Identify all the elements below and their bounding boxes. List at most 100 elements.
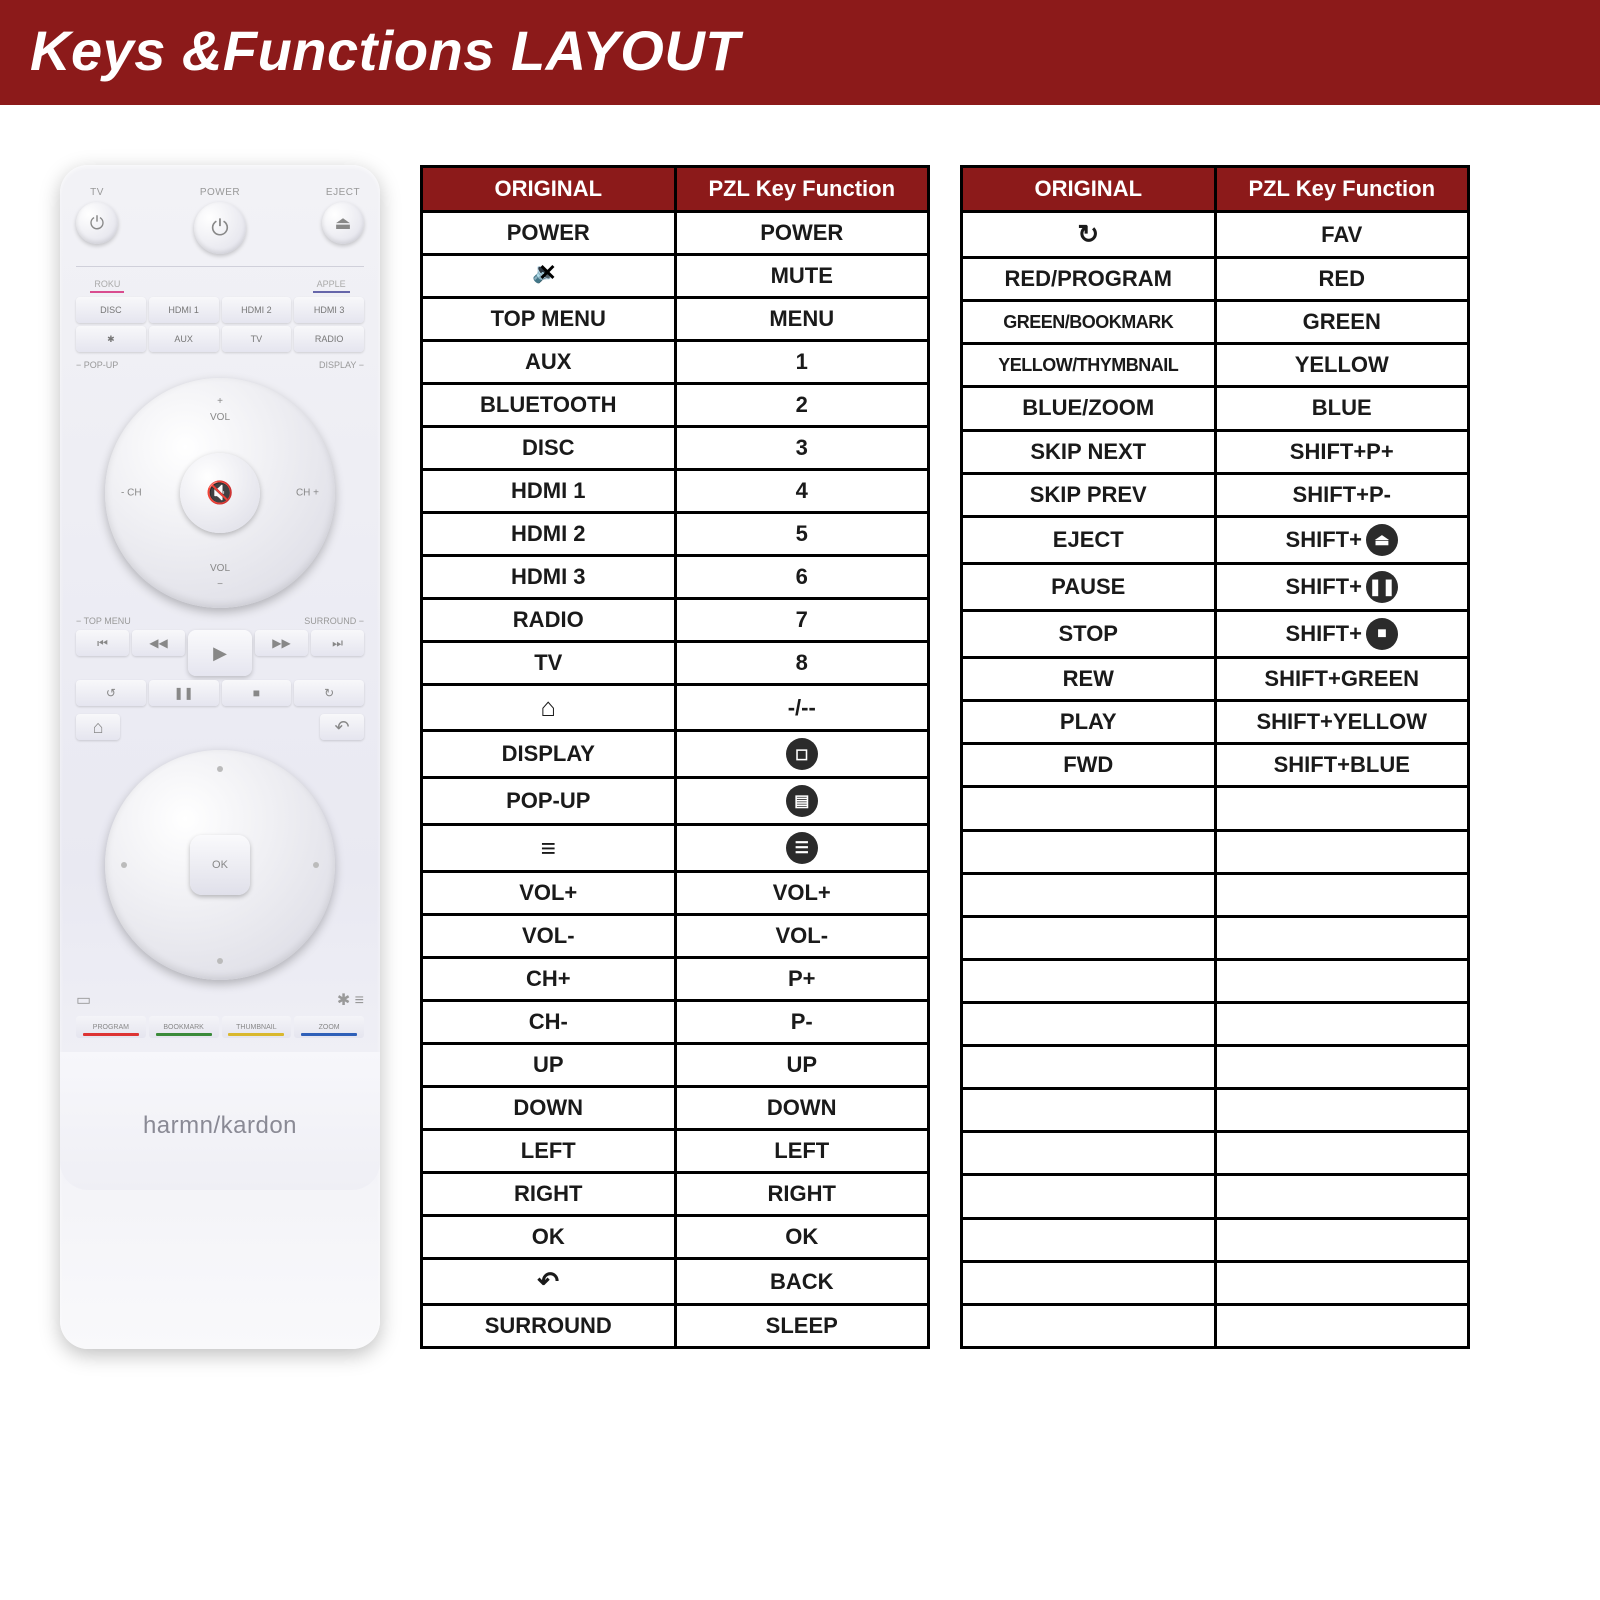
eject-button[interactable]: ⏏ [322, 202, 364, 244]
cell-original [962, 873, 1216, 916]
loop-button[interactable]: ↻ [294, 680, 364, 706]
cell-original [962, 1046, 1216, 1089]
cell-pzl [1215, 873, 1469, 916]
edge-labels: − POP-UP DISPLAY − [76, 360, 364, 370]
next-button[interactable]: ⏭ [311, 630, 364, 656]
cell-original: GREEN/BOOKMARK [962, 301, 1216, 344]
table-row: ⌂-/-- [422, 685, 929, 731]
cell-original: OK [422, 1216, 676, 1259]
cell-original: BLUE/ZOOM [962, 387, 1216, 430]
yellow-button[interactable]: THUMBNAIL [222, 1016, 292, 1038]
table-row: YELLOW/THYMBNAILYELLOW [962, 344, 1469, 387]
table-row: CH+P+ [422, 958, 929, 1001]
source-button[interactable]: DISC [76, 297, 146, 323]
home-button[interactable]: ⌂ [76, 714, 120, 740]
table-row: DISC3 [422, 427, 929, 470]
cell-pzl [1215, 1002, 1469, 1045]
red-button[interactable]: PROGRAM [76, 1016, 146, 1038]
page-title: Keys &Functions LAYOUT [30, 18, 1570, 83]
volume-dial[interactable]: 🔇 + VOL VOL − - CH CH + [105, 378, 335, 608]
table-row: CH-P- [422, 1001, 929, 1044]
cell-original [962, 1175, 1216, 1218]
cell-original: HDMI 1 [422, 470, 676, 513]
cell-original [962, 1304, 1216, 1347]
mute-button[interactable]: 🔇 [180, 453, 260, 533]
table-row: PAUSE SHIFT+ ❚❚ [962, 563, 1469, 610]
cell-pzl: 7 [675, 599, 929, 642]
table-row: GREEN/BOOKMARKGREEN [962, 301, 1469, 344]
source-button[interactable]: ✱ [76, 326, 146, 352]
source-tabs: ROKU APPLE [90, 279, 349, 293]
cell-pzl [1215, 1046, 1469, 1089]
cell-pzl: 5 [675, 513, 929, 556]
cell-pzl [1215, 959, 1469, 1002]
source-button[interactable]: HDMI 3 [294, 297, 364, 323]
cell-original: STOP [962, 610, 1216, 657]
transport-row-2: ↺ ❚❚ ■ ↻ [76, 680, 364, 706]
cell-original: PAUSE [962, 563, 1216, 610]
cell-pzl [1215, 1175, 1469, 1218]
table-row: VOL+VOL+ [422, 872, 929, 915]
table-row: MUTE [422, 255, 929, 298]
table-row: ≡☰ [422, 825, 929, 872]
shift-combo: SHIFT+ ❚❚ [1286, 571, 1398, 603]
cell-pzl: SHIFT+ ❚❚ [1215, 563, 1469, 610]
cell-pzl [1215, 787, 1469, 830]
keyboard-icon: ▭ [76, 990, 91, 1010]
source-button[interactable]: HDMI 2 [222, 297, 292, 323]
blue-button[interactable]: ZOOM [294, 1016, 364, 1038]
table-row: TOP MENUMENU [422, 298, 929, 341]
cell-pzl: 8 [675, 642, 929, 685]
cell-pzl: MENU [675, 298, 929, 341]
ok-button[interactable]: OK [190, 835, 250, 895]
table-row: RIGHTRIGHT [422, 1173, 929, 1216]
table-row [962, 1089, 1469, 1132]
cell-pzl: OK [675, 1216, 929, 1259]
tv-power-button[interactable]: ⏻ [76, 202, 118, 244]
cell-original: YELLOW/THYMBNAIL [962, 344, 1216, 387]
table-row: STOPSHIFT+ ■ [962, 610, 1469, 657]
brand-label: harmn/kardon [60, 1052, 380, 1190]
cell-pzl: SHIFT+P+ [1215, 430, 1469, 473]
cell-pzl: BACK [675, 1259, 929, 1305]
cell-pzl [1215, 1261, 1469, 1304]
play-button[interactable]: ▶ [188, 630, 252, 676]
source-button[interactable]: HDMI 1 [149, 297, 219, 323]
table-row [962, 787, 1469, 830]
power-button[interactable]: ⏻ [194, 202, 246, 254]
cell-pzl: VOL- [675, 915, 929, 958]
rew-button[interactable]: ◀◀ [132, 630, 185, 656]
fwd-button[interactable]: ▶▶ [255, 630, 308, 656]
cell-original [962, 787, 1216, 830]
cell-pzl [1215, 1132, 1469, 1175]
table-row: ↻FAV [962, 212, 1469, 258]
table-row [962, 1175, 1469, 1218]
glyph-icon: ↶ [537, 1266, 559, 1296]
source-button[interactable]: TV [222, 326, 292, 352]
table-row: TV8 [422, 642, 929, 685]
cell-pzl: SHIFT+BLUE [1215, 744, 1469, 787]
mute-icon [532, 262, 564, 284]
cell-pzl: SHIFT+GREEN [1215, 658, 1469, 701]
replay-button[interactable]: ↺ [76, 680, 146, 706]
pause-button[interactable]: ❚❚ [149, 680, 219, 706]
table-row: OKOK [422, 1216, 929, 1259]
cell-pzl: SHIFT+ ⏏ [1215, 516, 1469, 563]
table-row [962, 1046, 1469, 1089]
nav-wheel[interactable]: OK [105, 750, 335, 980]
prev-button[interactable]: ⏮ [76, 630, 129, 656]
table-row: REWSHIFT+GREEN [962, 658, 1469, 701]
stop-button[interactable]: ■ [222, 680, 292, 706]
back-button[interactable]: ↶ [320, 714, 364, 740]
table-row: HDMI 14 [422, 470, 929, 513]
cell-original: CH+ [422, 958, 676, 1001]
cell-original: SURROUND [422, 1305, 676, 1348]
green-button[interactable]: BOOKMARK [149, 1016, 219, 1038]
source-button[interactable]: RADIO [294, 326, 364, 352]
table-row: DOWNDOWN [422, 1087, 929, 1130]
cell-original: RIGHT [422, 1173, 676, 1216]
table-row: SURROUNDSLEEP [422, 1305, 929, 1348]
source-button[interactable]: AUX [149, 326, 219, 352]
cell-pzl: FAV [1215, 212, 1469, 258]
cell-original [422, 255, 676, 298]
